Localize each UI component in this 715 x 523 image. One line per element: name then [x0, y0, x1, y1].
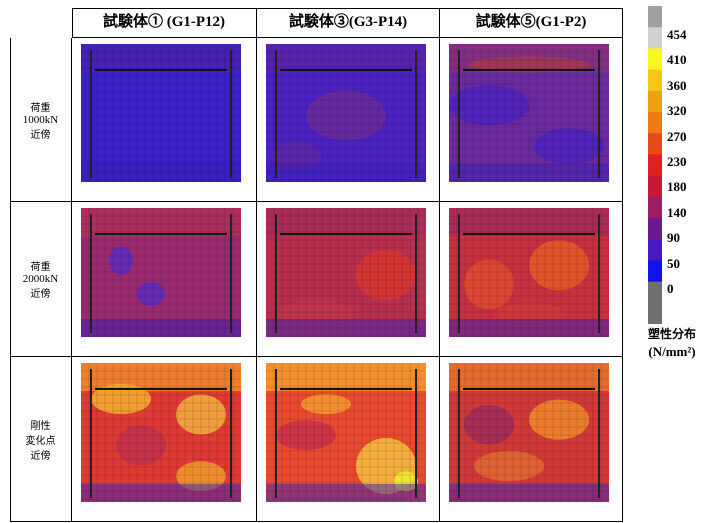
legend-tick-label: 90 [667, 230, 680, 246]
column-header: 試験体③(G3-P14) [257, 8, 440, 38]
contour-image [266, 44, 426, 182]
legend-tick-label: 50 [667, 256, 680, 272]
contour-image [266, 363, 426, 502]
image-cell [72, 202, 257, 357]
row-label-line: 剛性 [10, 417, 71, 432]
legend-tick-label: 140 [667, 205, 687, 221]
color-bar-segment [648, 27, 662, 49]
row-label-line: 1000kN [10, 114, 71, 126]
image-cell [257, 357, 440, 522]
contour-blob [474, 451, 544, 481]
contour-image [266, 208, 426, 337]
figure: 試験体① (G1-P12)試験体③(G3-P14)試験体⑤(G1-P2)荷重10… [0, 0, 715, 523]
legend-unit: (N/mm²) [634, 343, 710, 360]
legend-tick-label: 270 [667, 129, 687, 145]
legend-tick-label: 180 [667, 179, 687, 195]
column-header: 試験体① (G1-P12) [72, 8, 257, 38]
color-bar-segment [648, 260, 662, 282]
contour-image [81, 363, 241, 502]
row-label-line: 近傍 [10, 285, 71, 300]
color-bar-segment [648, 197, 662, 219]
contour-image [449, 208, 609, 337]
row-label-line: 2000kN [10, 273, 71, 285]
color-bar-segment [648, 239, 662, 261]
color-bar-segment [648, 6, 662, 28]
row-label-line: 近傍 [10, 447, 71, 462]
color-bar-segment [648, 70, 662, 92]
color-bar-segment [648, 154, 662, 176]
legend-tick-label: 230 [667, 154, 687, 170]
legend-tick-label: 410 [667, 52, 687, 68]
image-cell [72, 357, 257, 522]
legend-tick-label: 0 [667, 281, 674, 297]
row-label-line: 荷重 [10, 258, 71, 273]
legend-title-block: 塑性分布 (N/mm²) [634, 326, 710, 360]
legend-title: 塑性分布 [634, 326, 710, 343]
image-cell [72, 38, 257, 202]
color-bar-segment [648, 218, 662, 240]
legend-tick-label: 454 [667, 27, 687, 43]
row-label: 剛性変化点近傍 [10, 357, 72, 522]
color-bar [646, 6, 664, 324]
image-cell [257, 202, 440, 357]
row-label-line: 近傍 [10, 126, 71, 141]
contour-blob [529, 400, 589, 440]
legend-tick-label: 360 [667, 78, 687, 94]
color-bar-segment [648, 176, 662, 198]
color-bar-segment [648, 91, 662, 113]
contour-image [449, 44, 609, 182]
color-bar-segment [648, 303, 662, 324]
color-bar-segment [648, 282, 662, 304]
row-label: 荷重1000kN近傍 [10, 38, 72, 202]
image-cell [440, 38, 623, 202]
row-label-line: 荷重 [10, 99, 71, 114]
column-header: 試験体⑤(G1-P2) [440, 8, 623, 38]
color-bar-segment [648, 48, 662, 70]
contour-image [81, 44, 241, 182]
image-cell [440, 357, 623, 522]
legend-tick-label: 320 [667, 103, 687, 119]
contour-image [449, 363, 609, 502]
color-bar-segment [648, 133, 662, 155]
contour-image [81, 208, 241, 337]
image-cell [440, 202, 623, 357]
image-cell [257, 38, 440, 202]
color-bar-segment [648, 112, 662, 134]
row-label-line: 変化点 [10, 432, 71, 447]
